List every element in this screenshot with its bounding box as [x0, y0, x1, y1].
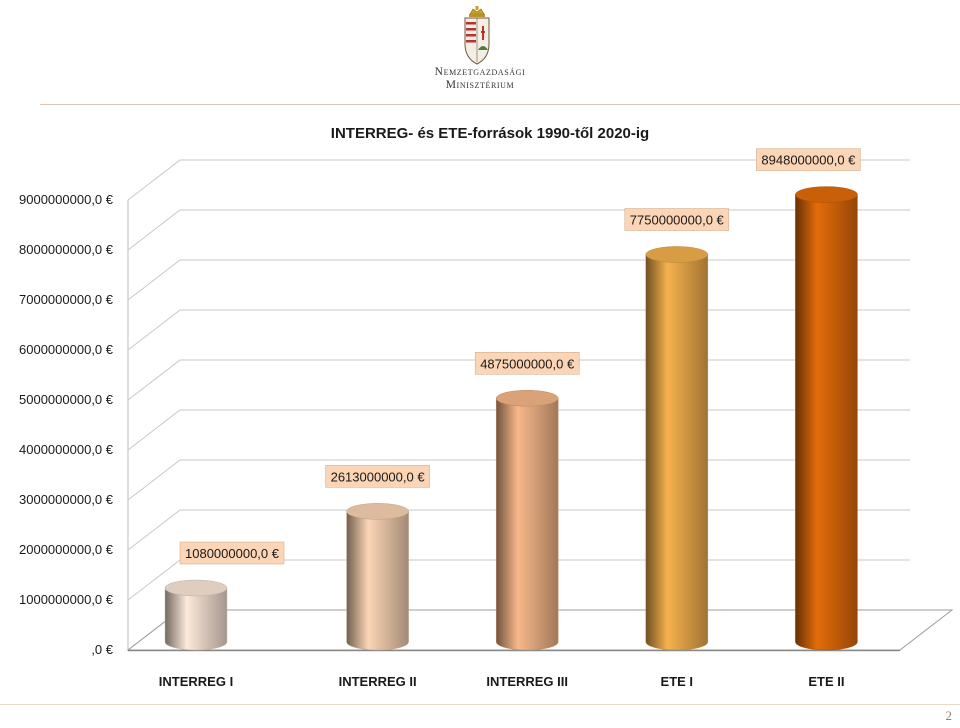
- ministry-name-line1: Nemzetgazdasági: [434, 66, 526, 78]
- y-tick-label: 7000000000,0 €: [19, 292, 114, 307]
- x-tick-label: ETE I: [661, 674, 694, 689]
- data-label-box: [624, 208, 730, 231]
- data-label: 4875000000,0 €: [480, 356, 575, 371]
- y-tick-label: 5000000000,0 €: [19, 392, 114, 407]
- y-tick-label: 9000000000,0 €: [19, 192, 114, 207]
- bar-top: [495, 390, 559, 407]
- bar-top: [346, 503, 409, 520]
- bar: [495, 398, 559, 651]
- y-tick-label: 2000000000,0 €: [19, 542, 114, 557]
- data-label: 8948000000,0 €: [761, 153, 856, 168]
- data-label-box: [756, 148, 861, 171]
- data-label-box: [179, 541, 285, 565]
- bar-chart: INTERREG- és ETE-források 1990-től 2020-…: [19, 125, 954, 689]
- x-tick-label: INTERREG I: [159, 674, 233, 689]
- data-label: 1080000000,0 €: [185, 546, 280, 561]
- header-logo: Nemzetgazdasági Minisztérium: [0, 0, 960, 100]
- data-label: 7750000000,0 €: [630, 213, 725, 228]
- bar: [346, 511, 409, 651]
- y-tick-label: 1000000000,0 €: [19, 592, 114, 607]
- bar: [795, 194, 858, 651]
- chart-title: INTERREG- és ETE-források 1990-től 2020-…: [331, 125, 649, 142]
- gridline: [127, 309, 910, 351]
- bar-top: [164, 579, 228, 597]
- bar-top: [645, 246, 709, 263]
- x-tick-label: ETE II: [808, 674, 844, 689]
- gridline: [127, 259, 910, 301]
- header-divider: [40, 104, 960, 105]
- page-number: 2: [945, 708, 953, 723]
- gridline: [127, 209, 910, 251]
- bar-top: [795, 186, 858, 203]
- data-label: 2613000000,0 €: [331, 469, 426, 484]
- x-tick-label: INTERREG III: [486, 674, 568, 689]
- data-label-box: [325, 465, 430, 488]
- footer-divider: [0, 704, 960, 705]
- data-label-box: [474, 352, 580, 375]
- y-tick-label: 6000000000,0 €: [19, 342, 114, 357]
- ministry-name: Nemzetgazdasági Minisztérium: [380, 66, 580, 92]
- x-tick-label: INTERREG II: [339, 674, 417, 689]
- bar: [164, 587, 228, 651]
- ministry-name-line2: Minisztérium: [445, 79, 515, 91]
- y-tick-label: 8000000000,0 €: [19, 242, 114, 257]
- y-tick-label: ,0 €: [91, 642, 113, 657]
- y-tick-label: 3000000000,0 €: [19, 492, 114, 507]
- gridline: [127, 159, 910, 201]
- bar: [645, 254, 709, 651]
- coat-of-arms-icon: [464, 6, 490, 65]
- y-tick-label: 4000000000,0 €: [19, 442, 114, 457]
